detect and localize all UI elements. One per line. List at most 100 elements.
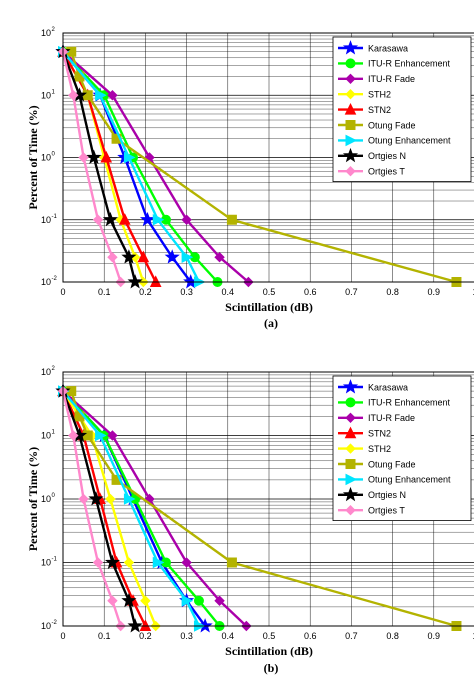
y-tick-base: 10 (41, 153, 51, 163)
x-tick-label: 0.2 (139, 631, 152, 641)
data-point (181, 214, 192, 225)
data-point (127, 618, 143, 633)
data-point (88, 491, 104, 506)
legend-label: Karasawa (368, 382, 408, 392)
legend-item: Otung Enhancement (338, 473, 451, 486)
data-point (68, 430, 79, 441)
y-tick-exponent: 0 (52, 152, 56, 158)
data-point (118, 213, 131, 225)
legend-label: Ortgies T (368, 167, 405, 177)
legend-label: STN2 (368, 105, 391, 115)
legend-item: Ortgies N (338, 147, 406, 163)
y-tick-exponent: -2 (52, 276, 58, 282)
data-point (139, 211, 155, 227)
data-point (123, 493, 136, 505)
legend-label: Otung Fade (368, 120, 416, 130)
legend-item: STN2 (338, 426, 391, 439)
legend-label: ITU-R Fade (368, 74, 415, 84)
x-tick-label: 0.7 (345, 631, 358, 641)
legend-label: Karasawa (368, 43, 408, 53)
data-point (121, 592, 137, 608)
legend-label: Otung Enhancement (368, 136, 451, 146)
data-point (152, 213, 165, 226)
y-tick-exponent: 2 (52, 27, 56, 33)
data-point (140, 595, 151, 606)
y-tick-label: 10 0 (41, 493, 56, 504)
y-tick-exponent: -2 (52, 620, 58, 626)
legend-marker (345, 397, 356, 408)
x-tick-label: 0.6 (304, 287, 317, 297)
data-point (121, 249, 137, 264)
series-line (62, 390, 248, 627)
data-point (123, 557, 135, 568)
y-tick-exponent: 0 (52, 493, 56, 499)
legend-item: Karasawa (338, 40, 408, 55)
legend-label: ITU-R Fade (368, 413, 415, 423)
x-tick-label: 0.1 (98, 631, 111, 641)
legend-marker (342, 486, 359, 502)
data-point (82, 430, 93, 441)
y-tick-label: 10 1 (41, 430, 56, 441)
data-point (78, 152, 89, 163)
x-tick-label: 0.3 (180, 631, 193, 641)
legend-marker (345, 412, 356, 424)
y-tick-label: 10 2 (41, 366, 56, 377)
legend-label: ITU-R Enhancement (368, 398, 451, 408)
grid (63, 372, 474, 626)
y-tick-base: 10 (41, 90, 51, 100)
legend-label: STH2 (368, 444, 391, 454)
legend-label: STH2 (368, 90, 391, 100)
legend-label: Ortgies N (368, 490, 406, 500)
series-line (61, 390, 137, 627)
series-otung-enhancement (58, 45, 206, 288)
legend-marker (345, 134, 358, 147)
x-axis-label: Scintillation (dB) (225, 300, 313, 314)
legend-marker (345, 165, 356, 177)
data-point (193, 595, 204, 606)
y-tick-base: 10 (41, 494, 51, 504)
legend-label: Otung Fade (368, 459, 416, 469)
y-tick-label: 10 -2 (41, 620, 58, 631)
data-point (102, 211, 118, 227)
legend-marker (342, 40, 359, 55)
x-tick-label: 0.8 (386, 287, 399, 297)
data-point (107, 90, 118, 101)
data-point (226, 214, 237, 225)
data-point (181, 251, 194, 264)
x-tick-label: 0.8 (386, 631, 399, 641)
x-tick-label: 0 (60, 631, 65, 641)
legend-item: Karasawa (338, 379, 408, 394)
legend-label: Otung Enhancement (368, 475, 451, 485)
legend-marker (342, 379, 359, 394)
panel-caption: (a) (264, 316, 278, 330)
x-tick-label: 0.9 (428, 287, 441, 297)
data-point (226, 557, 237, 568)
series-line (61, 390, 122, 627)
series-line (61, 51, 122, 283)
data-point (164, 249, 180, 264)
legend-label: STN2 (368, 429, 391, 439)
y-tick-label: 10 2 (41, 27, 56, 38)
legend-marker (345, 504, 356, 516)
data-point (95, 429, 107, 442)
series-line (61, 51, 137, 283)
legend-marker (345, 443, 356, 454)
series-line (62, 50, 201, 283)
axes-frame (62, 371, 474, 627)
legend-marker (345, 473, 358, 486)
legend-item: ITU-R Enhancement (338, 58, 451, 69)
series-ortgies-t (57, 385, 126, 632)
y-tick-base: 10 (41, 431, 51, 441)
x-tick-label: 0.9 (428, 631, 441, 641)
x-tick-label: 0.4 (222, 287, 235, 297)
legend-item: STH2 (338, 443, 391, 454)
legend-item: Otung Fade (338, 459, 416, 469)
y-axis-label: Percent of Time (%) (26, 105, 40, 209)
data-point (86, 149, 102, 164)
legend-item: Otung Fade (338, 120, 416, 130)
data-point (107, 595, 118, 606)
x-tick-label: 0.5 (263, 631, 276, 641)
legend-marker (345, 73, 356, 85)
y-axis-label: Percent of Time (%) (26, 447, 40, 551)
